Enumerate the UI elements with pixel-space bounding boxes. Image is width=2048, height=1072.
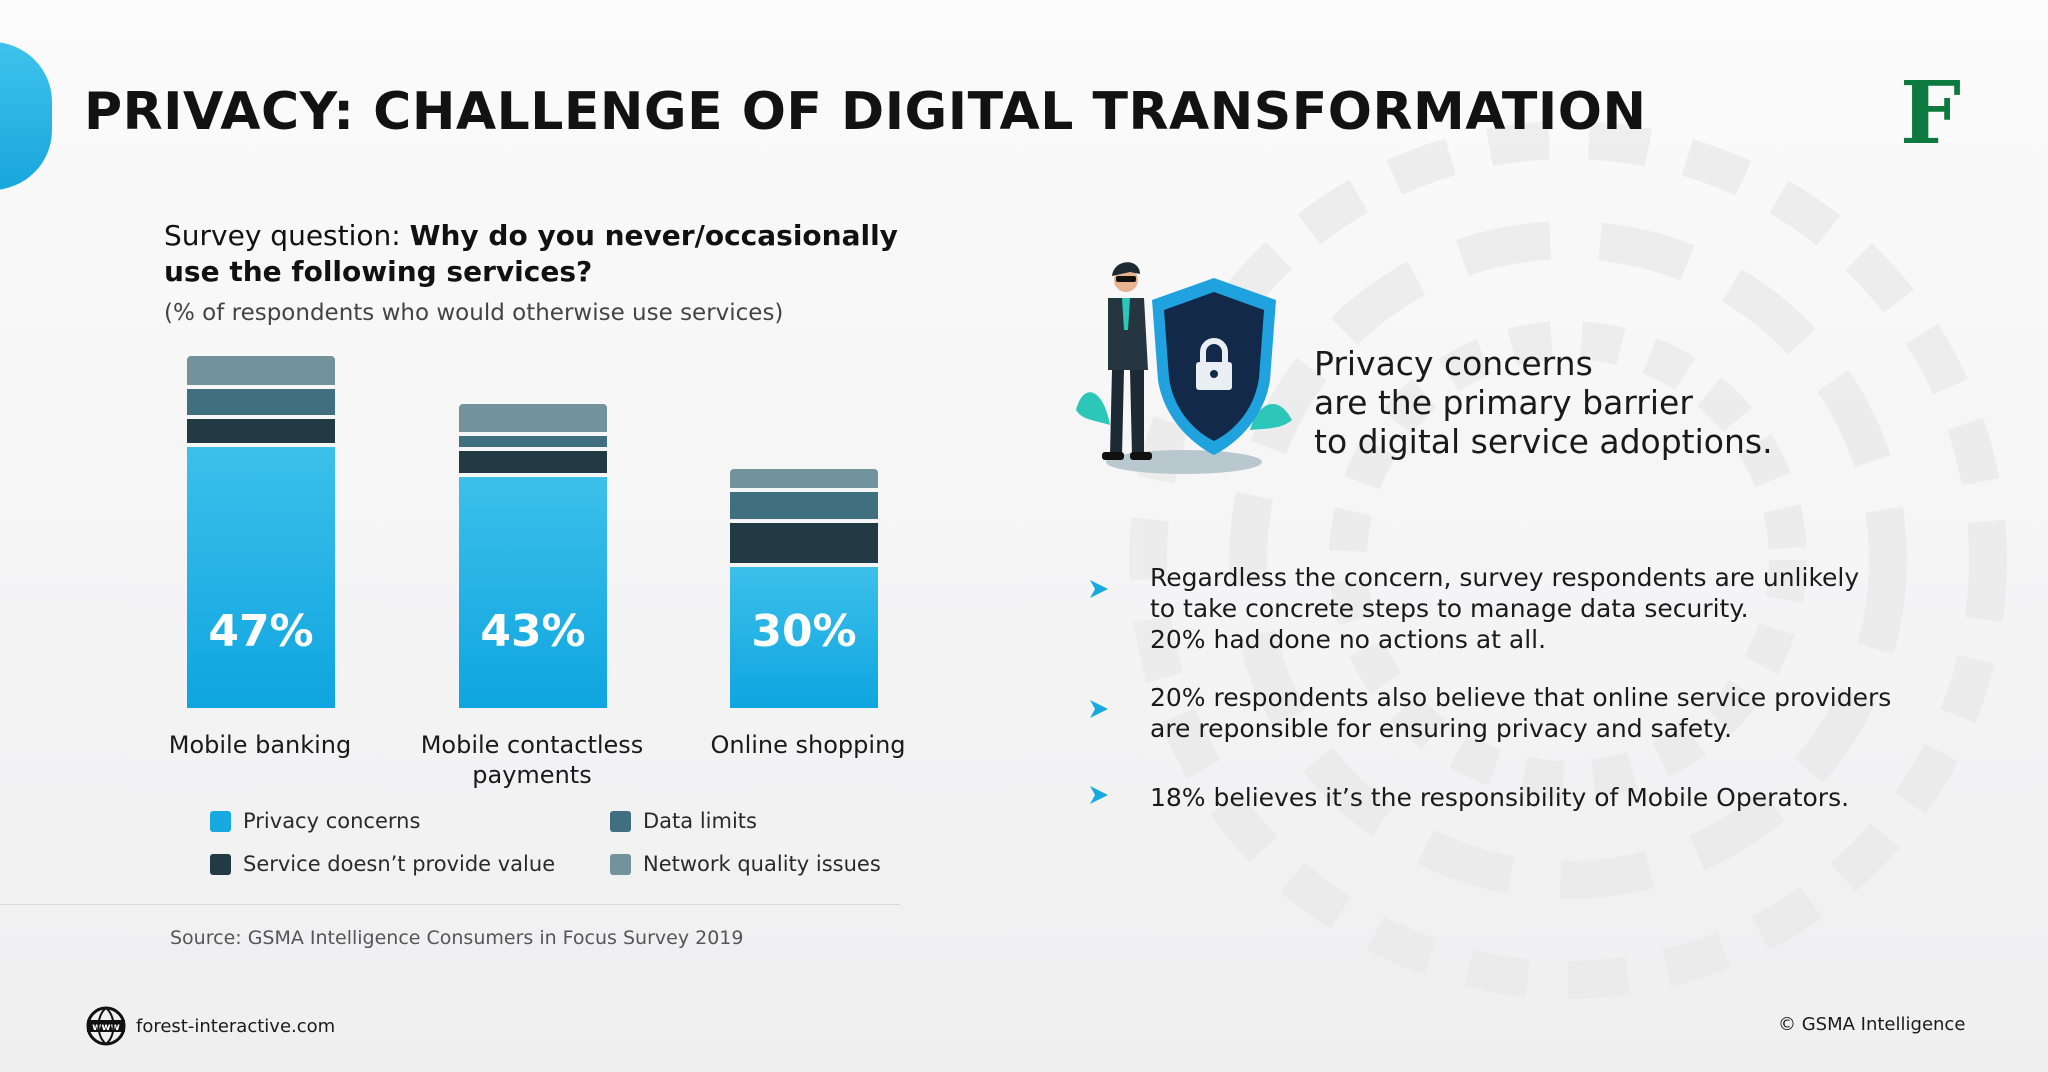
segment-privacy-concerns bbox=[730, 567, 878, 708]
bullet-text: 18% believes it’s the responsibility of … bbox=[1150, 783, 1850, 812]
stacked-bar-chart: 47% 43% 30% Mobile banking Mobile contac… bbox=[0, 0, 960, 900]
segment-network-quality bbox=[730, 469, 878, 488]
legend-label: Privacy concerns bbox=[243, 809, 421, 833]
legend-swatch bbox=[210, 853, 231, 875]
segment-data-limits bbox=[187, 389, 335, 415]
copyright: © GSMA Intelligence bbox=[1778, 1014, 1966, 1035]
bullet-item: 18% believes it’s the responsibility of … bbox=[1088, 782, 1849, 813]
segment-network-quality bbox=[459, 404, 607, 432]
question-text: Why do you never/occasionally use the fo… bbox=[164, 219, 898, 288]
bullet-item: Regardless the concern, survey responden… bbox=[1088, 562, 1859, 655]
play-arrow-icon bbox=[1090, 786, 1108, 804]
headline-line: to digital service adoptions. bbox=[1314, 422, 1773, 461]
legend-data-limits: Data limits bbox=[610, 809, 757, 833]
bar-value-label: 43% bbox=[480, 606, 586, 657]
segment-service-value bbox=[459, 451, 607, 473]
segment-privacy-concerns bbox=[459, 477, 607, 708]
divider bbox=[0, 904, 900, 905]
legend-network-quality: Network quality issues bbox=[610, 852, 881, 876]
insight-headline: Privacy concerns are the primary barrier… bbox=[1314, 344, 1773, 461]
bar-online-shopping: 30% bbox=[730, 469, 878, 708]
headline-line: are the primary barrier bbox=[1314, 383, 1693, 422]
legend-privacy-concerns: Privacy concerns bbox=[210, 809, 420, 833]
source-note: Source: GSMA Intelligence Consumers in F… bbox=[170, 927, 744, 949]
segment-data-limits bbox=[730, 492, 878, 519]
bar-mobile-banking: 47% bbox=[187, 356, 335, 708]
bar-value-label: 30% bbox=[751, 606, 857, 657]
chart-subtitle: (% of respondents who would otherwise us… bbox=[164, 300, 784, 326]
www-globe-icon: www bbox=[86, 1006, 126, 1046]
question-lead: Survey question: bbox=[164, 219, 410, 252]
segment-service-value bbox=[187, 419, 335, 443]
legend-label: Data limits bbox=[643, 809, 757, 833]
headline-line: Privacy concerns bbox=[1314, 344, 1593, 383]
category-label: Online shopping bbox=[710, 731, 906, 759]
play-arrow-icon bbox=[1090, 700, 1108, 718]
website-link[interactable]: forest-interactive.com bbox=[136, 1015, 336, 1037]
legend-swatch bbox=[210, 810, 231, 832]
segment-network-quality bbox=[187, 356, 335, 385]
bar-mobile-contactless: 43% bbox=[459, 404, 607, 708]
legend-swatch bbox=[610, 853, 631, 875]
segment-data-limits bbox=[459, 436, 607, 447]
bullet-text: Regardless the concern, survey responden… bbox=[1150, 563, 1860, 654]
legend-label: Network quality issues bbox=[643, 852, 881, 876]
legend-service-value: Service doesn’t provide value bbox=[210, 852, 555, 876]
category-label: Mobile banking bbox=[168, 731, 352, 759]
bar-value-label: 47% bbox=[208, 606, 314, 657]
segment-privacy-concerns bbox=[187, 447, 335, 708]
page-title: PRIVACY: CHALLENGE OF DIGITAL TRANSFORMA… bbox=[84, 82, 1647, 142]
segment-service-value bbox=[730, 523, 878, 563]
bullet-item: 20% respondents also believe that online… bbox=[1088, 682, 1891, 744]
background-decoration bbox=[1129, 121, 2007, 999]
forest-logo-icon: F bbox=[1900, 63, 1962, 164]
legend-label: Service doesn’t provide value bbox=[243, 852, 556, 876]
footer-website[interactable]: www forest-interactive.com bbox=[86, 1006, 335, 1046]
survey-question: Survey question: Why do you never/occasi… bbox=[164, 218, 924, 290]
svg-text:www: www bbox=[92, 1022, 120, 1033]
legend-swatch bbox=[610, 810, 631, 832]
category-label: Mobile contactless payments bbox=[420, 731, 644, 789]
bullet-text: 20% respondents also believe that online… bbox=[1150, 683, 1892, 743]
play-arrow-icon bbox=[1090, 580, 1108, 598]
security-guard-shield-illustration bbox=[1076, 262, 1292, 474]
